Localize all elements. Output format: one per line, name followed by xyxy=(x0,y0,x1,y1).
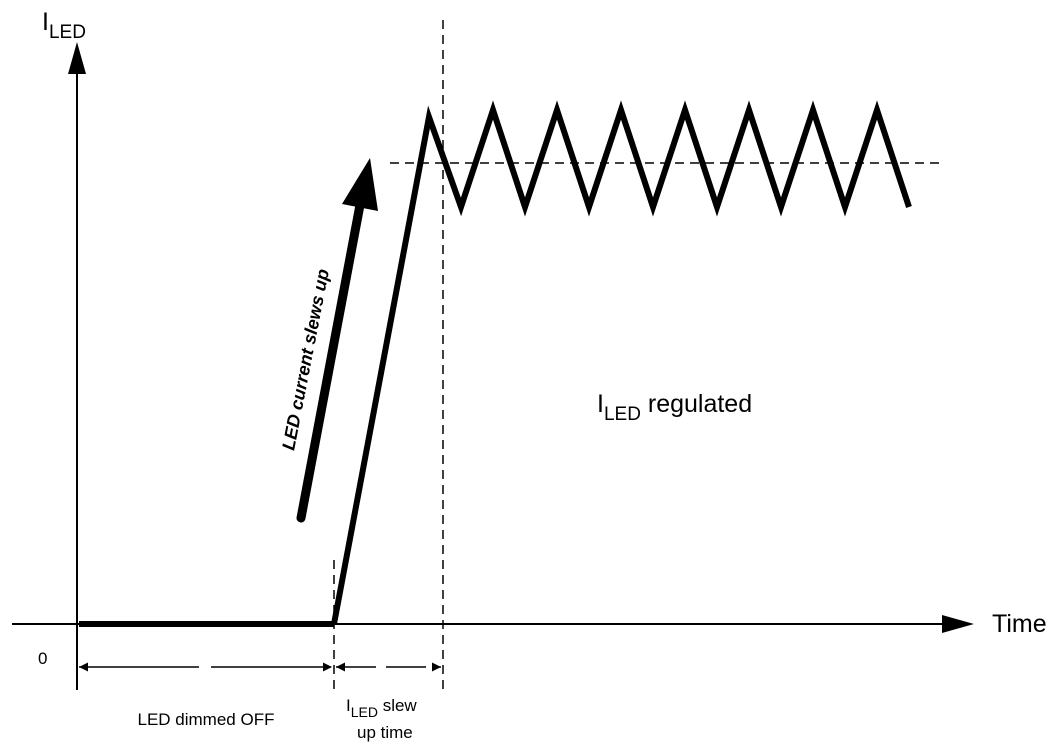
x-axis-arrowhead xyxy=(942,615,974,633)
slew-up-arrow-shaft xyxy=(296,200,365,523)
dimmed-off-label: LED dimmed OFF xyxy=(138,710,275,729)
slew-up-arrowhead xyxy=(342,158,378,211)
regulated-label: ILED regulated xyxy=(597,390,752,425)
origin-label: 0 xyxy=(38,649,47,668)
slew-time-label-line1: ILED slew xyxy=(346,696,417,720)
slew-time-label-line2: up time xyxy=(357,723,413,742)
x-axis-label: Time xyxy=(992,610,1047,638)
slew-up-annotation: LED current slews up xyxy=(278,267,333,451)
y-axis-label: ILED xyxy=(42,8,86,43)
y-axis-arrowhead xyxy=(68,42,86,74)
led-current-waveform xyxy=(331,100,912,625)
